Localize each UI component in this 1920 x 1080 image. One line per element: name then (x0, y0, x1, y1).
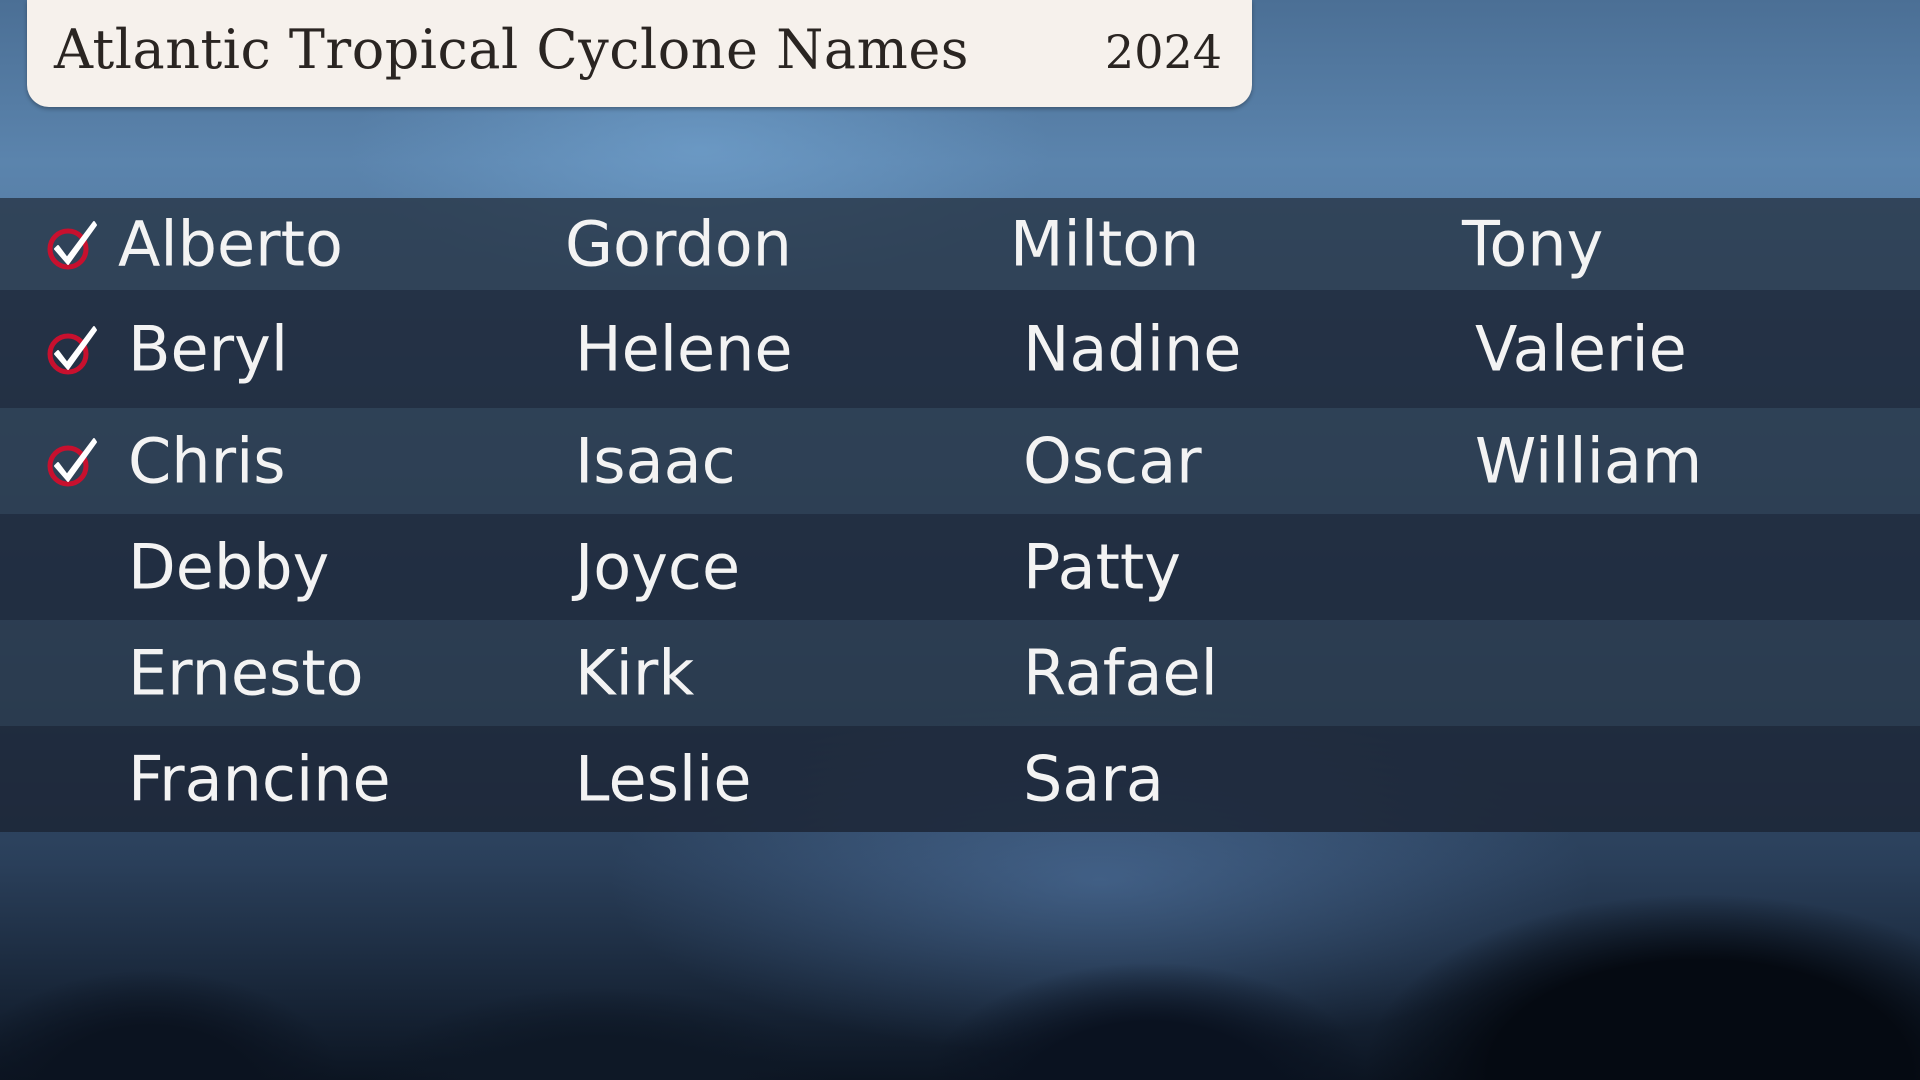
table-row: Chris Isaac Oscar William (0, 408, 1920, 514)
table-row: Francine Leslie Sara (0, 726, 1920, 832)
storm-name: Alberto (118, 207, 343, 281)
storm-name: Francine (128, 742, 391, 816)
page-title: Atlantic Tropical Cyclone Names (54, 18, 969, 81)
storm-name: Debby (128, 530, 330, 604)
title-banner: Atlantic Tropical Cyclone Names 2024 (27, 0, 1252, 107)
check-circle-icon (47, 326, 97, 375)
table-row: Ernesto Kirk Rafael (0, 620, 1920, 726)
storm-name: Tony (1462, 207, 1604, 281)
storm-name: Joyce (575, 530, 741, 604)
storm-name: Patty (1023, 530, 1181, 604)
check-circle-icon (47, 221, 97, 270)
storm-name: Oscar (1023, 424, 1202, 498)
names-table: Alberto Gordon Milton Tony Beryl Helene Nadin… (0, 198, 1920, 832)
storm-name: Nadine (1023, 312, 1242, 386)
storm-name: Beryl (128, 312, 289, 386)
storm-name: Isaac (575, 424, 736, 498)
storm-name: Leslie (575, 742, 752, 816)
table-row: Debby Joyce Patty (0, 514, 1920, 620)
storm-name: Ernesto (128, 636, 364, 710)
storm-name: Chris (128, 424, 286, 498)
storm-name: Rafael (1023, 636, 1218, 710)
table-row: Beryl Helene Nadine Valerie (0, 290, 1920, 408)
storm-name: Milton (1010, 207, 1200, 281)
check-circle-icon (47, 438, 97, 487)
table-row: Alberto Gordon Milton Tony (0, 198, 1920, 290)
storm-background (0, 830, 1920, 1080)
storm-name: Gordon (565, 207, 792, 281)
year-label: 2024 (1104, 25, 1222, 79)
storm-name: Sara (1023, 742, 1164, 816)
storm-name: Helene (575, 312, 793, 386)
storm-name: Valerie (1475, 312, 1687, 386)
storm-name: Kirk (575, 636, 695, 710)
storm-name: William (1475, 424, 1703, 498)
